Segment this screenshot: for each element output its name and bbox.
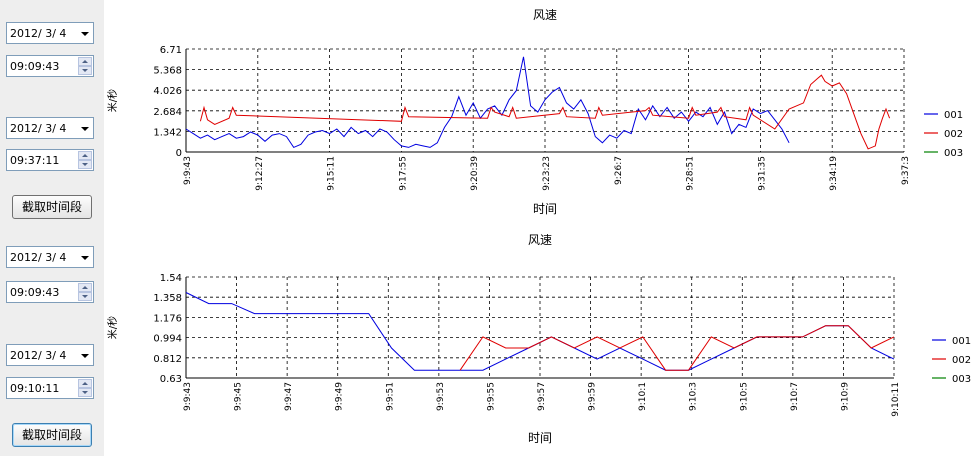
legend-label-003: 003 <box>944 148 963 159</box>
chevron-down-icon[interactable] <box>81 127 89 131</box>
chart-title: 风速 <box>533 8 557 22</box>
end-time-spinner-2[interactable]: 09:10:11 <box>6 377 94 399</box>
x-tick-label: 9:9:51 <box>385 382 395 411</box>
spin-up-icon[interactable] <box>78 57 92 66</box>
legend-label-003: 003 <box>952 374 971 385</box>
start-date-value-1: 2012/ 3/ 4 <box>10 27 67 40</box>
x-tick-label: 9:9:47 <box>284 382 294 411</box>
end-date-value-2: 2012/ 3/ 4 <box>10 349 67 362</box>
end-date-picker-1[interactable]: 2012/ 3/ 4 <box>6 117 94 139</box>
y-tick-label: 1.358 <box>153 293 182 304</box>
spin-down-icon[interactable] <box>78 160 92 169</box>
y-tick-label: 0.994 <box>153 334 182 345</box>
spin-up-icon[interactable] <box>78 379 92 388</box>
start-time-value-1: 09:09:43 <box>10 60 60 73</box>
x-axis-label: 时间 <box>528 431 552 445</box>
chevron-down-icon[interactable] <box>81 256 89 260</box>
x-tick-label: 9:10:5 <box>739 382 749 411</box>
capture-period-button-1[interactable]: 截取时间段 <box>12 195 92 219</box>
control-panel: 2012/ 3/ 4 09:09:43 2012/ 3/ 4 09:37:11 … <box>0 0 104 456</box>
x-tick-label: 9:17:55 <box>398 156 408 191</box>
spin-down-icon[interactable] <box>78 388 92 397</box>
chart-area: 风速 0 1.342 2.684 4.026 5.368 6.71 9:9:43 9:12:27… <box>104 0 972 456</box>
wind-speed-chart-1: 风速 0 1.342 2.684 4.026 5.368 6.71 9:9:43 9:12:27… <box>106 8 963 216</box>
wind-speed-chart-2: 风速 0.63 0.812 0.994 1.176 1.358 1.54 9:9:43 9:9:… <box>106 233 971 445</box>
capture-period-button-2[interactable]: 截取时间段 <box>12 423 92 447</box>
x-tick-label: 9:10:11 <box>891 382 901 417</box>
y-tick-label: 0 <box>176 148 182 159</box>
x-tick-label: 9:10:3 <box>689 382 699 411</box>
x-tick-label: 9:37:3 <box>901 156 911 185</box>
y-tick-label: 0.63 <box>160 374 182 385</box>
start-date-picker-2[interactable]: 2012/ 3/ 4 <box>6 246 94 268</box>
legend-label-001: 001 <box>944 110 963 121</box>
x-tick-label: 9:10:9 <box>840 382 850 411</box>
y-tick-label: 1.54 <box>160 273 182 284</box>
end-date-picker-2[interactable]: 2012/ 3/ 4 <box>6 344 94 366</box>
chart-title: 风速 <box>528 233 552 247</box>
y-tick-label: 4.026 <box>153 86 182 97</box>
legend-label-002: 002 <box>944 129 963 140</box>
x-tick-label: 9:9:57 <box>537 382 547 411</box>
y-axis-label: 米/秒 <box>106 316 119 339</box>
start-time-value-2: 09:09:43 <box>10 286 60 299</box>
x-tick-label: 9:12:27 <box>255 156 265 191</box>
series-002-line <box>459 325 895 371</box>
y-tick-label: 1.342 <box>153 127 182 138</box>
x-tick-label: 9:31:35 <box>757 156 767 191</box>
x-tick-label: 9:9:53 <box>436 382 446 411</box>
series-002-line <box>199 74 891 150</box>
legend-label-002: 002 <box>952 355 971 366</box>
x-tick-label: 9:9:43 <box>183 156 193 185</box>
legend-label-001: 001 <box>952 336 971 347</box>
y-tick-label: 0.812 <box>153 354 182 365</box>
end-time-value-2: 09:10:11 <box>10 382 60 395</box>
y-tick-label: 2.684 <box>153 107 182 118</box>
x-tick-label: 9:15:11 <box>327 156 337 191</box>
x-tick-label: 9:9:49 <box>335 382 345 411</box>
x-tick-label: 9:9:43 <box>183 382 193 411</box>
spin-down-icon[interactable] <box>78 66 92 75</box>
series-001-line <box>185 56 790 149</box>
end-time-value-1: 09:37:11 <box>10 154 60 167</box>
x-tick-label: 9:9:55 <box>486 382 496 411</box>
y-tick-label: 1.176 <box>153 313 182 324</box>
y-tick-label: 6.71 <box>160 45 182 56</box>
x-tick-label: 9:28:51 <box>686 156 696 191</box>
spin-up-icon[interactable] <box>78 151 92 160</box>
x-tick-label: 9:9:59 <box>588 382 598 411</box>
y-tick-label: 5.368 <box>153 66 182 77</box>
spin-down-icon[interactable] <box>78 292 92 301</box>
chevron-down-icon[interactable] <box>81 354 89 358</box>
x-axis-label: 时间 <box>533 202 557 216</box>
x-tick-label: 9:26:7 <box>614 156 624 185</box>
end-date-value-1: 2012/ 3/ 4 <box>10 122 67 135</box>
start-date-picker-1[interactable]: 2012/ 3/ 4 <box>6 22 94 44</box>
x-tick-label: 9:23:23 <box>542 156 552 191</box>
x-tick-label: 9:9:45 <box>234 382 244 411</box>
x-tick-label: 9:10:1 <box>638 382 648 411</box>
y-axis-label: 米/秒 <box>106 89 119 112</box>
chevron-down-icon[interactable] <box>81 32 89 36</box>
start-time-spinner-1[interactable]: 09:09:43 <box>6 55 94 77</box>
end-time-spinner-1[interactable]: 09:37:11 <box>6 149 94 171</box>
start-time-spinner-2[interactable]: 09:09:43 <box>6 281 94 303</box>
spin-up-icon[interactable] <box>78 283 92 292</box>
x-tick-label: 9:34:19 <box>829 156 839 191</box>
start-date-value-2: 2012/ 3/ 4 <box>10 251 67 264</box>
x-tick-label: 9:20:39 <box>470 156 480 191</box>
x-tick-label: 9:10:7 <box>790 382 800 411</box>
